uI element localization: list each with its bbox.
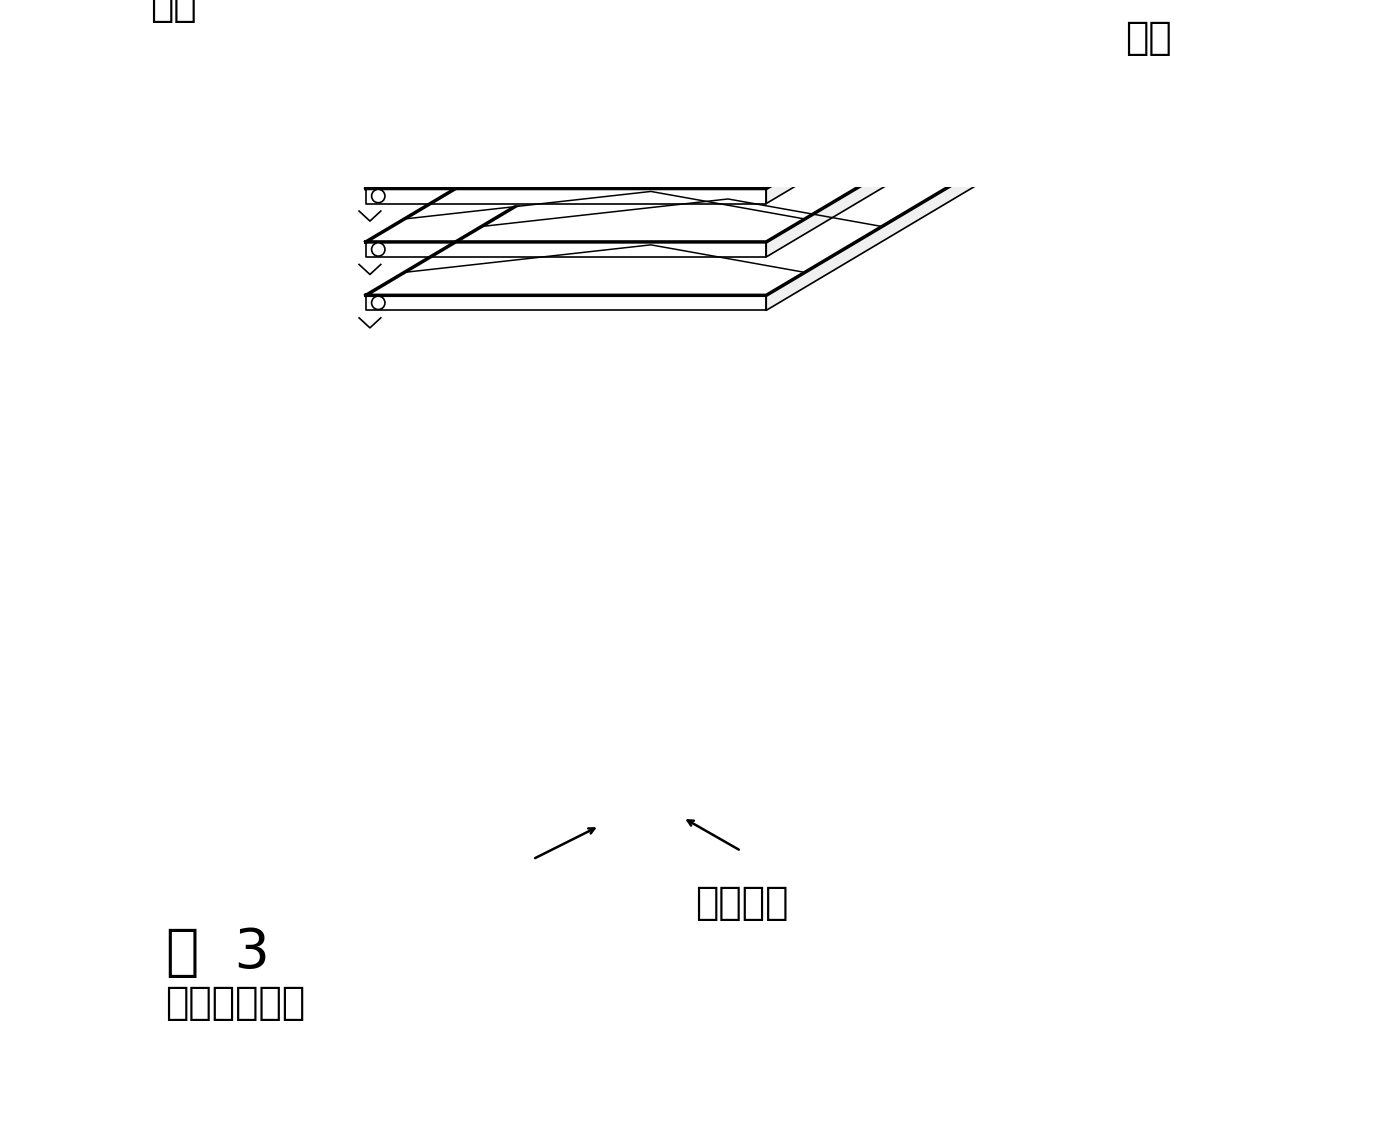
- Circle shape: [372, 297, 385, 309]
- Polygon shape: [767, 0, 1075, 97]
- Polygon shape: [767, 112, 1075, 310]
- Text: 图  3: 图 3: [166, 926, 269, 980]
- Polygon shape: [767, 0, 1075, 150]
- Polygon shape: [365, 28, 767, 43]
- Polygon shape: [365, 0, 1075, 135]
- Circle shape: [372, 243, 385, 256]
- Polygon shape: [365, 135, 767, 150]
- Polygon shape: [365, 5, 1075, 188]
- Text: 输入: 输入: [1125, 19, 1172, 58]
- Polygon shape: [365, 0, 1075, 28]
- Polygon shape: [767, 59, 1075, 257]
- Text: 极化: 极化: [151, 0, 197, 24]
- Polygon shape: [365, 296, 767, 310]
- Circle shape: [372, 82, 385, 96]
- Polygon shape: [365, 59, 1075, 241]
- Circle shape: [372, 190, 385, 203]
- Polygon shape: [365, 0, 1075, 81]
- Text: 分配网络: 分配网络: [696, 884, 789, 923]
- Circle shape: [372, 136, 385, 149]
- Polygon shape: [365, 112, 1075, 296]
- Circle shape: [372, 29, 385, 43]
- Polygon shape: [767, 0, 1075, 43]
- Polygon shape: [767, 5, 1075, 203]
- Polygon shape: [365, 241, 767, 257]
- Polygon shape: [365, 81, 767, 97]
- Polygon shape: [365, 188, 767, 203]
- Text: （现有技术）: （现有技术）: [166, 985, 305, 1022]
